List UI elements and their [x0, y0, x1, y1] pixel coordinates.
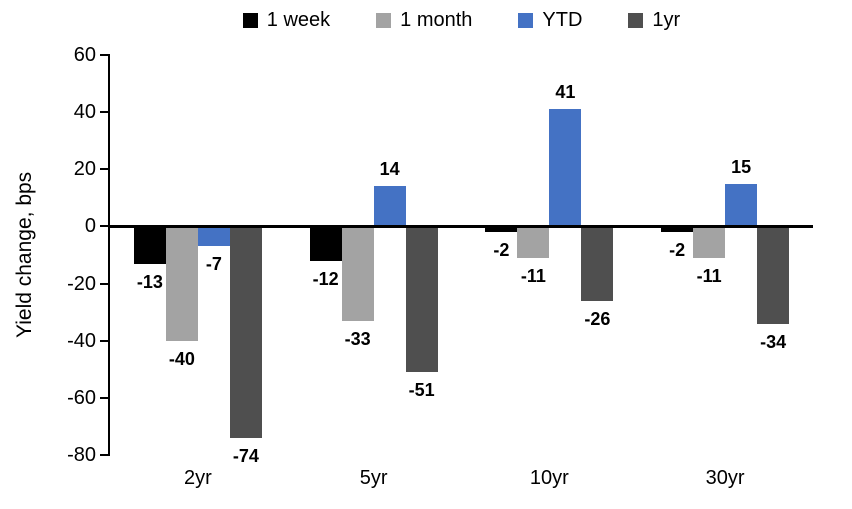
data-label: -11	[520, 265, 546, 286]
bar-2yr-ytd	[197, 226, 230, 247]
legend-swatch-icon	[628, 13, 644, 28]
y-axis-tick-mark	[100, 454, 110, 456]
data-label: -11	[696, 265, 722, 286]
data-label: -12	[312, 268, 339, 289]
y-axis-tick-label: -20	[67, 272, 96, 295]
bar-5yr-1yr	[405, 226, 438, 373]
legend-label: 1 week	[266, 9, 331, 31]
y-axis-tick-label: -60	[67, 386, 96, 409]
legend-label: YTD	[542, 9, 583, 31]
y-axis-tick-mark	[100, 396, 110, 399]
bar-2yr-1-week	[133, 226, 166, 264]
data-label: 14	[379, 159, 400, 180]
y-axis-tick-label: 0	[84, 215, 96, 238]
y-axis-tick-mark	[100, 282, 110, 285]
y-axis-tick-label: 60	[73, 44, 96, 66]
x-axis-category-label: 5yr	[359, 467, 388, 489]
y-axis-tick-label: -80	[67, 444, 96, 466]
bar-5yr-ytd	[373, 186, 406, 227]
y-axis-line	[108, 55, 110, 455]
data-label: 15	[731, 156, 752, 177]
data-label: -40	[168, 348, 195, 369]
bar-2yr-1yr	[229, 226, 262, 438]
x-axis-category-label: 30yr	[705, 467, 745, 489]
bar-30yr-1yr	[757, 226, 790, 324]
legend-item-1-week: 1 week	[242, 9, 331, 32]
y-axis-tick-label: 20	[73, 158, 96, 181]
bar-10yr-ytd	[549, 109, 582, 227]
y-axis-tick-mark	[100, 168, 110, 171]
bar-30yr-ytd	[725, 183, 758, 227]
bar-10yr-1yr	[581, 226, 614, 301]
data-label: -13	[136, 271, 163, 292]
legend-swatch-icon	[376, 13, 392, 28]
data-label: -7	[205, 254, 222, 275]
y-axis-tick-label: 40	[73, 101, 96, 124]
data-label: -51	[408, 380, 435, 401]
y-axis-tick-label: -40	[67, 329, 96, 352]
y-axis-tick-mark	[100, 225, 110, 228]
bar-30yr-1-month	[693, 226, 726, 258]
data-label: -34	[760, 331, 787, 352]
x-axis-category-label: 10yr	[529, 467, 569, 489]
data-label: -2	[493, 240, 510, 261]
bar-5yr-1-month	[341, 226, 374, 321]
legend-item-1yr: 1yr	[628, 9, 680, 32]
data-label: -2	[669, 240, 686, 261]
bar-5yr-1-week	[309, 226, 342, 261]
bar-10yr-1-month	[517, 226, 550, 258]
legend-label: 1 month	[400, 9, 473, 31]
chart-legend: 1 week 1 month YTD 1yr	[110, 9, 813, 32]
y-axis-tick-mark	[100, 54, 110, 56]
x-axis-category-label: 2yr	[183, 467, 212, 489]
data-label: -74	[232, 445, 259, 466]
data-label: -26	[584, 308, 611, 329]
y-axis-title: Yield change, bps	[13, 171, 36, 339]
bar-30yr-1-week	[661, 226, 694, 233]
legend-item-ytd: YTD	[518, 9, 582, 32]
data-label: -33	[344, 328, 371, 349]
bar-10yr-1-week	[485, 226, 518, 233]
legend-label: 1yr	[652, 9, 681, 31]
data-label: 41	[555, 82, 576, 103]
zero-baseline	[110, 224, 813, 228]
legend-swatch-icon	[242, 13, 258, 28]
y-axis-tick-mark	[100, 111, 110, 114]
legend-item-1-month: 1 month	[376, 9, 472, 32]
legend-swatch-icon	[518, 13, 534, 28]
bar-2yr-1-month	[165, 226, 198, 341]
y-axis-tick-mark	[100, 339, 110, 342]
